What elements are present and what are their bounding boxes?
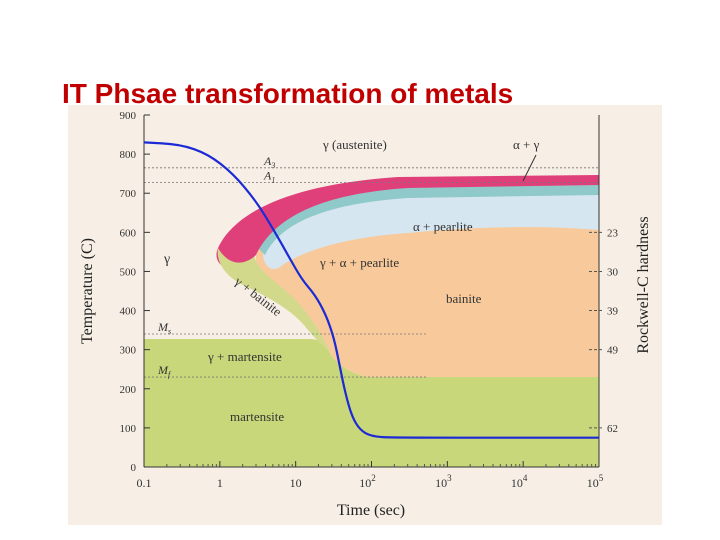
label-alpha-gamma: α + γ bbox=[513, 137, 540, 152]
label-gamma: γ bbox=[163, 252, 170, 267]
pointer-alpha-gamma bbox=[522, 154, 537, 182]
x-tick-label: 10 bbox=[290, 476, 302, 490]
label-martensite: martensite bbox=[230, 409, 284, 424]
label-gamma-martensite: γ + martensite bbox=[207, 349, 282, 364]
temp-line-label-a1: A1 bbox=[263, 169, 275, 185]
slide-title: IT Phsae transformation of metals bbox=[62, 78, 514, 109]
y-tick-label: 700 bbox=[120, 188, 137, 200]
y-tick-label: 100 bbox=[120, 423, 137, 435]
temp-line-label-sub: s bbox=[168, 327, 171, 336]
region-alpha-pearlite-fill bbox=[258, 183, 599, 255]
y-tick-label: 600 bbox=[120, 227, 137, 239]
region-martensite-fill bbox=[144, 339, 599, 467]
y-tick-label: 900 bbox=[120, 110, 137, 122]
y-tick-label: 800 bbox=[120, 149, 137, 161]
hardness-tick-label: 49 bbox=[607, 345, 619, 357]
y-tick-label: 500 bbox=[120, 266, 137, 278]
x-tick-label: 1 bbox=[217, 476, 223, 490]
label-gamma-alpha-pearlite: γ + α + pearlite bbox=[319, 255, 399, 270]
temp-line-label-base: A bbox=[263, 169, 272, 183]
temp-line-label-base: A bbox=[263, 154, 272, 168]
x-tick-label-exp: 3 bbox=[447, 473, 452, 483]
ttt-diagram: 0 100 200 300 400 500 600 700 800 900 0.1 1 10 102 10… bbox=[68, 105, 662, 525]
region-alpha-gamma-band bbox=[216, 175, 599, 270]
hardness-tick-label: 62 bbox=[607, 423, 618, 435]
label-austenite: γ (austenite) bbox=[322, 137, 387, 152]
x-tick-label: 104 bbox=[511, 473, 528, 490]
region-gamma-alpha-pearlite-fill bbox=[263, 192, 599, 270]
x-tick-label-base: 10 bbox=[435, 476, 447, 490]
temp-line-label-sub: f bbox=[168, 370, 172, 379]
y-tick-label: 300 bbox=[120, 345, 137, 357]
x-tick-label: 102 bbox=[359, 473, 376, 490]
cooling-curve bbox=[143, 141, 599, 439]
y-axis-title: Temperature (C) bbox=[79, 238, 96, 344]
temp-line-label-ms: Ms bbox=[157, 320, 171, 336]
region-gamma-bainite-fill bbox=[217, 248, 330, 353]
temp-line-label-a3: A3 bbox=[263, 154, 275, 170]
x-tick-label-base: 10 bbox=[359, 476, 371, 490]
temp-line-label-base: M bbox=[157, 363, 169, 377]
y-tick-label: 400 bbox=[120, 306, 137, 318]
label-alpha-pearlite: α + pearlite bbox=[413, 219, 473, 234]
x-axis-title: Time (sec) bbox=[337, 502, 405, 519]
hardness-tick-label: 39 bbox=[607, 306, 619, 318]
temp-line-label-base: M bbox=[157, 320, 169, 334]
hardness-tick-label: 23 bbox=[607, 227, 619, 239]
y-tick-label: 0 bbox=[131, 462, 137, 474]
y-tick-label: 200 bbox=[120, 384, 137, 396]
x-tick-label-exp: 5 bbox=[599, 473, 604, 483]
x-tick-label: 0.1 bbox=[137, 476, 152, 490]
x-tick-label-base: 10 bbox=[587, 476, 599, 490]
hardness-axis-title: Rockwell-C hardness bbox=[635, 216, 652, 353]
temp-line-label-sub: 1 bbox=[271, 176, 275, 185]
x-tick-label: 103 bbox=[435, 473, 452, 490]
x-tick-label-exp: 4 bbox=[523, 473, 528, 483]
label-bainite: bainite bbox=[446, 291, 482, 306]
x-tick-label-base: 10 bbox=[511, 476, 523, 490]
x-tick-label: 105 bbox=[587, 473, 604, 490]
temp-line-label-mf: Mf bbox=[157, 363, 172, 379]
temp-line-label-sub: 3 bbox=[270, 161, 275, 170]
hardness-tick-label: 30 bbox=[607, 266, 619, 278]
x-tick-label-exp: 2 bbox=[371, 473, 376, 483]
